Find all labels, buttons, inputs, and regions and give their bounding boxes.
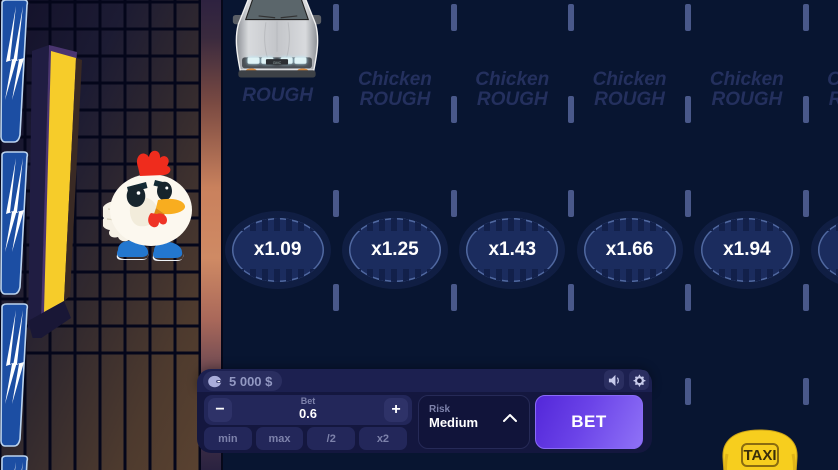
svg-text:GMC: GMC <box>273 61 282 65</box>
svg-text:TAXI: TAXI <box>743 447 776 464</box>
